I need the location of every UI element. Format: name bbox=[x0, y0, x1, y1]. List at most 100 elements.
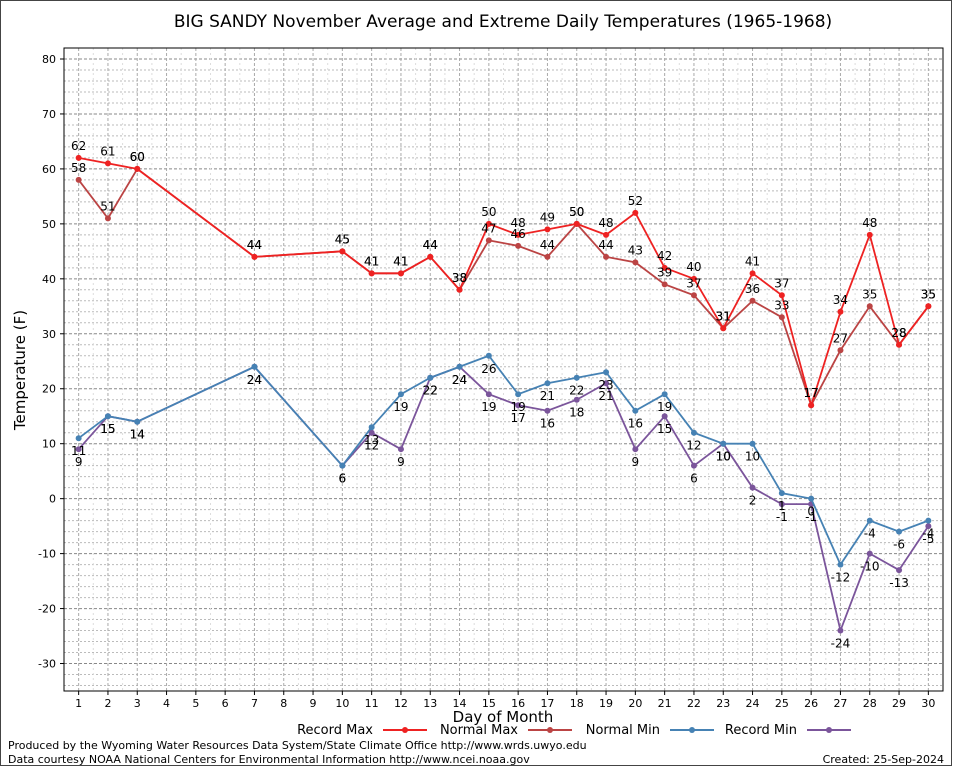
normal-min-value-label: 22 bbox=[423, 384, 438, 398]
record-min-value-label: 18 bbox=[569, 406, 584, 420]
record-min-point bbox=[368, 429, 375, 436]
record-max-value-label: 48 bbox=[598, 216, 613, 230]
chart-title: BIG SANDY November Average and Extreme D… bbox=[174, 12, 832, 32]
normal-min-point bbox=[603, 369, 610, 376]
normal-min-value-label: 0 bbox=[807, 505, 815, 519]
normal-min-point bbox=[661, 391, 668, 398]
x-tick-label: 15 bbox=[482, 697, 496, 710]
record-max-value-label: 41 bbox=[745, 254, 760, 268]
record-min-point bbox=[397, 446, 404, 453]
record-max-point bbox=[427, 253, 434, 260]
legend: Record Max Normal Max Normal Min Record Min bbox=[297, 723, 851, 738]
record-max-value-label: 60 bbox=[130, 150, 145, 164]
y-tick-label: -10 bbox=[38, 548, 56, 561]
record-max-point bbox=[866, 231, 873, 238]
y-tick-label: -20 bbox=[38, 603, 56, 616]
record-max-value-label: 40 bbox=[686, 260, 701, 274]
record-min-value-label: 24 bbox=[452, 373, 467, 387]
x-tick-label: 23 bbox=[716, 697, 730, 710]
record-min-value-label: 9 bbox=[75, 455, 83, 469]
record-max-value-label: 38 bbox=[452, 271, 467, 285]
record-min-point bbox=[661, 413, 668, 420]
normal-max-point bbox=[690, 292, 697, 299]
record-max-value-label: 17 bbox=[804, 386, 819, 400]
credit-line-1: Produced by the Wyoming Water Resources … bbox=[8, 739, 587, 752]
normal-max-value-label: 47 bbox=[481, 221, 496, 235]
x-tick-label: 22 bbox=[687, 697, 701, 710]
normal-max-value-label: 28 bbox=[891, 326, 906, 340]
x-tick-label: 2 bbox=[104, 697, 111, 710]
record-min-point bbox=[544, 407, 551, 414]
normal-min-point bbox=[134, 418, 141, 425]
plot-area bbox=[63, 47, 944, 692]
record-max-point bbox=[690, 275, 697, 282]
legend-marker-normal-min bbox=[689, 727, 695, 733]
normal-min-point bbox=[866, 517, 873, 524]
record-max-value-label: 35 bbox=[921, 287, 936, 301]
record-min-value-label: 21 bbox=[598, 389, 613, 403]
record-max-point bbox=[368, 270, 375, 277]
record-max-value-label: 44 bbox=[423, 238, 438, 252]
record-min-value-label: 14 bbox=[130, 428, 145, 442]
normal-max-value-label: 46 bbox=[511, 227, 526, 241]
record-max-point bbox=[397, 270, 404, 277]
normal-max-value-label: 27 bbox=[833, 331, 848, 345]
normal-max-point bbox=[515, 242, 522, 249]
record-max-point bbox=[75, 154, 82, 161]
normal-min-point bbox=[778, 490, 785, 497]
x-tick-label: 11 bbox=[365, 697, 379, 710]
normal-min-point bbox=[251, 363, 258, 370]
record-min-point bbox=[866, 550, 873, 557]
normal-min-value-label: 16 bbox=[628, 417, 643, 431]
record-min-point bbox=[75, 446, 82, 453]
x-tick-label: 30 bbox=[921, 697, 935, 710]
record-min-value-label: 6 bbox=[339, 472, 347, 486]
x-tick-label: 10 bbox=[335, 697, 349, 710]
record-min-value-label: -1 bbox=[776, 510, 788, 524]
normal-min-point bbox=[720, 440, 727, 447]
record-min-point bbox=[749, 484, 756, 491]
normal-min-value-label: 19 bbox=[657, 400, 672, 414]
x-tick-label: 1 bbox=[75, 697, 82, 710]
x-tick-label: 6 bbox=[222, 697, 229, 710]
record-max-point bbox=[251, 253, 258, 260]
normal-min-point bbox=[75, 435, 82, 442]
normal-max-point bbox=[544, 253, 551, 260]
record-min-value-label: 17 bbox=[511, 411, 526, 425]
legend-marker-record-max bbox=[402, 727, 408, 733]
legend-label-record-min: Record Min bbox=[725, 723, 797, 738]
record-max-point bbox=[837, 308, 844, 315]
normal-min-point bbox=[749, 440, 756, 447]
x-tick-label: 12 bbox=[394, 697, 408, 710]
record-max-value-label: 34 bbox=[833, 293, 848, 307]
x-tick-label: 16 bbox=[511, 697, 525, 710]
x-tick-label: 17 bbox=[540, 697, 554, 710]
y-tick-label: 60 bbox=[42, 163, 56, 176]
record-min-value-label: 12 bbox=[364, 439, 379, 453]
record-max-point bbox=[720, 325, 727, 332]
record-min-value-label: 22 bbox=[423, 384, 438, 398]
record-min-point bbox=[632, 446, 639, 453]
normal-max-point bbox=[603, 253, 610, 260]
record-max-value-label: 28 bbox=[891, 326, 906, 340]
normal-min-value-label: 24 bbox=[452, 373, 467, 387]
normal-min-point bbox=[104, 413, 111, 420]
normal-max-value-label: 17 bbox=[804, 386, 819, 400]
record-max-point bbox=[339, 248, 346, 255]
record-min-point bbox=[603, 380, 610, 387]
record-max-value-label: 48 bbox=[511, 216, 526, 230]
x-tick-label: 3 bbox=[134, 697, 141, 710]
record-max-value-label: 61 bbox=[100, 144, 115, 158]
y-tick-label: 40 bbox=[42, 273, 56, 286]
record-max-point bbox=[104, 160, 111, 167]
normal-max-value-label: 43 bbox=[628, 243, 643, 257]
y-tick-label: 50 bbox=[42, 218, 56, 231]
normal-max-value-label: 41 bbox=[364, 254, 379, 268]
normal-max-point bbox=[632, 259, 639, 266]
x-tick-label: 8 bbox=[280, 697, 287, 710]
normal-min-value-label: -4 bbox=[864, 527, 876, 541]
normal-max-point bbox=[866, 303, 873, 310]
legend-label-normal-min: Normal Min bbox=[586, 723, 660, 738]
record-min-point bbox=[896, 567, 903, 574]
